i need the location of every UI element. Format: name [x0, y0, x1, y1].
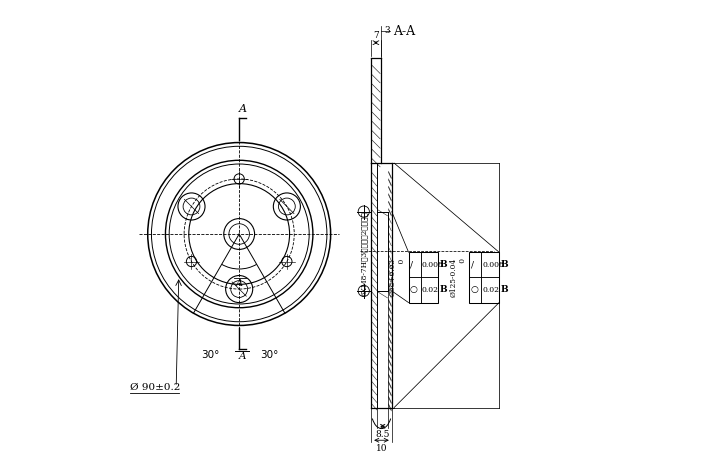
Text: 0.02: 0.02	[422, 286, 439, 294]
Text: A: A	[239, 351, 247, 360]
Text: Ø125-0.04
      0: Ø125-0.04 0	[450, 258, 467, 297]
Text: Ø 90±0.2: Ø 90±0.2	[131, 382, 181, 392]
Text: /: /	[471, 260, 474, 269]
Text: 0.008: 0.008	[422, 261, 444, 269]
Text: ○: ○	[471, 285, 479, 294]
Text: /: /	[411, 260, 414, 269]
Text: A-A: A-A	[393, 24, 415, 37]
Text: 0.02: 0.02	[483, 286, 500, 294]
Text: B: B	[501, 260, 508, 269]
Text: 6XM8-7H（3个一组，2组均布）: 6XM8-7H（3个一组，2组均布）	[360, 211, 368, 296]
Text: 10: 10	[375, 445, 387, 453]
Text: A: A	[236, 279, 243, 288]
Text: A: A	[239, 103, 247, 114]
Text: 30°: 30°	[260, 350, 279, 360]
Bar	[469, 252, 499, 303]
Text: 0.008: 0.008	[483, 261, 504, 269]
Text: 8.5: 8.5	[375, 431, 390, 439]
Text: B: B	[440, 260, 448, 269]
Text: Ø58+0.03
    0: Ø58+0.03 0	[389, 258, 407, 296]
Text: B: B	[440, 285, 448, 294]
Text: ○: ○	[410, 285, 418, 294]
Bar	[409, 252, 438, 303]
Text: 30°: 30°	[201, 350, 219, 360]
Text: 7: 7	[373, 31, 379, 40]
Text: 3: 3	[385, 26, 390, 35]
Text: B: B	[501, 285, 508, 294]
